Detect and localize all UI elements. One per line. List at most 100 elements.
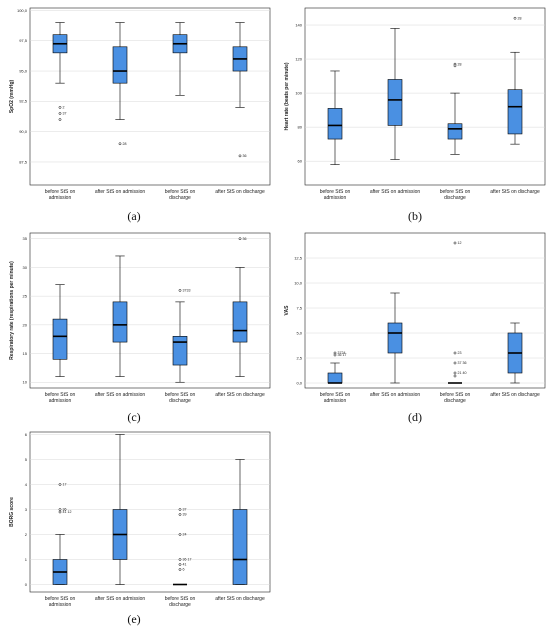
outlier-label: 23 bbox=[458, 351, 462, 355]
outlier-label: 36 17 bbox=[183, 558, 192, 562]
category-line: discharge bbox=[444, 398, 466, 404]
y-tick-label: 87,5 bbox=[19, 159, 28, 164]
outlier-label: 28 bbox=[518, 16, 522, 20]
outlier-point bbox=[58, 508, 62, 511]
outlier-label: 12 bbox=[458, 241, 462, 245]
box-iqr bbox=[232, 509, 248, 585]
outlier-point bbox=[238, 154, 242, 158]
y-tick-label: 0 bbox=[25, 582, 28, 587]
y-tick-label: 5,0 bbox=[296, 330, 302, 335]
category-line: before StS on bbox=[165, 392, 196, 398]
box-iqr bbox=[232, 301, 248, 343]
category-line: before StS on bbox=[165, 596, 196, 602]
category-line: admission bbox=[49, 398, 72, 404]
outlier-point bbox=[453, 64, 457, 68]
x-category-label: before StS on discharge bbox=[165, 596, 196, 608]
outlier-point bbox=[178, 508, 182, 511]
x-category-label: after StS on admission bbox=[370, 189, 421, 195]
category-line: before StS on bbox=[320, 392, 351, 398]
x-category-label: after StS on discharge bbox=[215, 392, 265, 398]
y-tick-label: 12,5 bbox=[294, 255, 303, 260]
panel-label: (c) bbox=[127, 410, 140, 424]
x-category-label: after StS on discharge bbox=[215, 596, 265, 602]
y-tick-label: 1 bbox=[25, 557, 28, 562]
y-tick-label: 25 bbox=[23, 294, 28, 299]
chart-panel-b: 60 80 100 120 140 Heart rate (beats per minut… bbox=[284, 7, 546, 223]
plot-area-frame bbox=[29, 232, 271, 389]
outlier-label: 6 bbox=[183, 568, 185, 572]
box-iqr bbox=[112, 46, 128, 84]
outlier-label: 41 12 bbox=[63, 510, 72, 514]
chart-panel-a: 87,5 90,0 92,5 95,0 97,5 100,0 SpO2 (mmHg) befo… bbox=[9, 7, 271, 223]
x-category-label: after StS on admission bbox=[370, 392, 421, 398]
y-tick-label: 120 bbox=[295, 56, 302, 61]
y-tick-label: 2,5 bbox=[296, 355, 302, 360]
chart-panel-c: 10 15 20 25 30 35 Respiratory rate (respiratio… bbox=[9, 232, 271, 424]
x-category-label: before StS on admission bbox=[45, 596, 76, 608]
y-tick-label: 20 bbox=[23, 322, 28, 327]
y-tick-label: 15 bbox=[23, 351, 28, 356]
y-axis-label: VAS bbox=[284, 305, 290, 316]
x-category-label: after StS on admission bbox=[95, 189, 146, 195]
x-category-label: after StS on admission bbox=[95, 596, 146, 602]
y-tick-label: 100,0 bbox=[17, 8, 28, 13]
outlier-point bbox=[453, 351, 457, 355]
y-tick-label: 3 bbox=[25, 507, 28, 512]
outlier-label: 41 bbox=[183, 563, 187, 567]
panel-label: (e) bbox=[127, 612, 140, 626]
plot-area-frame bbox=[304, 232, 546, 389]
y-tick-label: 4 bbox=[25, 482, 28, 487]
outlier-point bbox=[58, 510, 62, 514]
y-tick-label: 90,0 bbox=[19, 129, 28, 134]
outlier-point bbox=[238, 237, 242, 241]
outlier-point bbox=[178, 513, 182, 516]
outlier-point bbox=[453, 374, 457, 378]
y-tick-label: 2 bbox=[25, 532, 28, 537]
outlier-point bbox=[118, 142, 122, 146]
category-line: discharge bbox=[169, 195, 191, 201]
outlier-point bbox=[453, 371, 457, 375]
outlier-point bbox=[178, 533, 182, 536]
y-tick-label: 10 bbox=[23, 380, 28, 385]
y-tick-label: 100 bbox=[295, 90, 302, 95]
x-category-label: before StS on discharge bbox=[165, 392, 196, 404]
outlier-label: 36 bbox=[243, 154, 247, 158]
outlier-label: 36 bbox=[63, 508, 67, 512]
box-iqr bbox=[327, 372, 343, 384]
category-line: admission bbox=[324, 195, 347, 201]
outlier-label: 28 bbox=[458, 62, 462, 66]
x-category-label: after StS on admission bbox=[95, 392, 146, 398]
outlier-point bbox=[178, 289, 182, 292]
y-tick-label: 35 bbox=[23, 236, 28, 241]
x-category-label: after StS on discharge bbox=[215, 189, 265, 195]
outlier-point bbox=[178, 568, 182, 571]
category-line: discharge bbox=[169, 602, 191, 608]
category-line: before StS on bbox=[320, 189, 351, 195]
category-line: discharge bbox=[444, 195, 466, 201]
x-category-label: before StS on discharge bbox=[440, 392, 471, 404]
outlier-point bbox=[453, 241, 457, 245]
y-axis-label: Heart rate (beats per minute) bbox=[284, 62, 290, 130]
outlier-label: 3733 bbox=[183, 289, 191, 293]
outlier-label: 3724 bbox=[338, 351, 346, 355]
box-iqr bbox=[327, 108, 343, 140]
outlier-label: 37 bbox=[183, 508, 187, 512]
plot-area-frame bbox=[29, 7, 271, 186]
y-tick-label: 5 bbox=[25, 457, 28, 462]
category-line: admission bbox=[49, 602, 72, 608]
category-line: before StS on bbox=[45, 392, 76, 398]
x-category-label: before StS on admission bbox=[45, 189, 76, 201]
y-tick-label: 97,5 bbox=[19, 38, 28, 43]
outlier-point bbox=[58, 483, 62, 486]
x-category-label: before StS on admission bbox=[45, 392, 76, 404]
x-category-label: before StS on admission bbox=[320, 189, 351, 201]
outlier-point bbox=[513, 16, 517, 20]
outlier-label: 37 bbox=[63, 112, 67, 116]
box-iqr bbox=[387, 322, 403, 354]
box-iqr bbox=[387, 79, 403, 126]
outlier-point bbox=[58, 106, 62, 109]
category-line: discharge bbox=[169, 398, 191, 404]
outlier-label: 17 bbox=[63, 483, 67, 487]
